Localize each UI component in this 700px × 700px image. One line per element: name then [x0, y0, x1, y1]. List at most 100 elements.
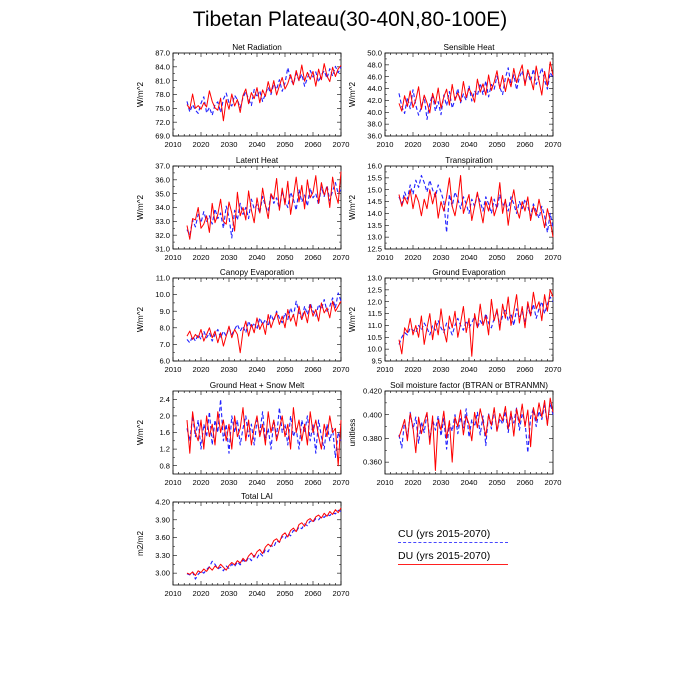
x-tick-label: 2030 — [433, 253, 450, 262]
x-tick-label: 2050 — [277, 140, 294, 149]
y-tick-label: 12.5 — [367, 245, 382, 254]
y-tick-label: 0.8 — [159, 461, 170, 470]
y-tick-label: 87.0 — [155, 49, 170, 58]
x-tick-label: 2030 — [433, 140, 450, 149]
x-tick-label: 2060 — [517, 478, 534, 487]
x-tick-label: 2020 — [193, 365, 210, 374]
x-tick-label: 2010 — [377, 365, 394, 374]
x-tick-label: 2060 — [517, 140, 534, 149]
y-tick-label: 8.0 — [159, 323, 170, 332]
chart-title: Ground Heat + Snow Melt — [210, 381, 305, 390]
x-tick-label: 2020 — [405, 365, 422, 374]
y-tick-label: 9.5 — [371, 357, 382, 366]
y-axis-label: W/m^2 — [136, 81, 145, 107]
chart-panel-1: Sensible Heat W/m^2 2010 2020 2030 2040 2050 20… — [348, 43, 561, 149]
x-tick-label: 2050 — [489, 253, 506, 262]
y-tick-label: 48.0 — [367, 60, 382, 69]
y-tick-label: 32.0 — [155, 231, 170, 240]
series-line-cu — [186, 398, 342, 458]
series-line-du — [398, 289, 554, 357]
x-tick-label: 2050 — [277, 589, 294, 598]
x-tick-label: 2040 — [249, 589, 266, 598]
y-tick-label: 42.0 — [367, 96, 382, 105]
x-tick-label: 2010 — [165, 478, 182, 487]
legend-swatch-cu — [398, 542, 508, 543]
y-tick-label: 12.5 — [367, 285, 382, 294]
x-tick-label: 2010 — [165, 589, 182, 598]
plot-frame — [172, 390, 342, 475]
x-tick-label: 2030 — [221, 253, 238, 262]
y-tick-label: 50.0 — [367, 49, 382, 58]
y-tick-label: 72.0 — [155, 118, 170, 127]
x-tick-label: 2020 — [405, 253, 422, 262]
legend-entry-cu: CU (yrs 2015-2070) — [398, 528, 518, 550]
x-tick-label: 2040 — [461, 365, 478, 374]
y-tick-label: 13.5 — [367, 221, 382, 230]
x-tick-label: 2050 — [277, 253, 294, 262]
chart-title: Canopy Evaporation — [220, 268, 295, 277]
x-tick-label: 2040 — [249, 478, 266, 487]
x-tick-label: 2030 — [221, 365, 238, 374]
y-tick-label: 31.0 — [155, 245, 170, 254]
y-tick-label: 46.0 — [367, 72, 382, 81]
x-tick-label: 2070 — [545, 253, 562, 262]
y-tick-label: 7.0 — [159, 340, 170, 349]
series-line-cu — [398, 402, 554, 454]
series-line-cu — [186, 65, 342, 116]
chart-panel-3: Transpiration W/m^2 2010 2020 2030 2040 2050 20… — [348, 156, 561, 262]
y-axis-label: W/m^2 — [136, 419, 145, 445]
chart-title: Total LAI — [241, 492, 273, 501]
series-line-du — [186, 407, 342, 467]
y-tick-label: 3.30 — [155, 551, 170, 560]
y-tick-label: 35.0 — [155, 189, 170, 198]
x-tick-label: 2030 — [433, 365, 450, 374]
x-tick-label: 2070 — [545, 365, 562, 374]
y-tick-label: 15.0 — [367, 185, 382, 194]
y-tick-label: 34.0 — [155, 203, 170, 212]
x-tick-label: 2050 — [277, 478, 294, 487]
x-tick-label: 2070 — [333, 140, 350, 149]
y-tick-label: 6.0 — [159, 357, 170, 366]
chart-panel-8: Total LAI m2/m2 2010 2020 2030 2040 2050 2060 20… — [136, 492, 349, 598]
plot-frame — [172, 52, 342, 137]
x-tick-label: 2010 — [165, 253, 182, 262]
page-title: Tibetan Plateau(30-40N,80-100E) — [192, 8, 508, 31]
y-axis-label: unitless — [348, 419, 357, 447]
y-tick-label: 3.60 — [155, 533, 170, 542]
y-axis-label: m2/m2 — [136, 531, 145, 556]
x-tick-label: 2060 — [305, 253, 322, 262]
y-tick-label: 0.380 — [363, 434, 382, 443]
y-tick-label: 69.0 — [155, 132, 170, 141]
y-tick-label: 75.0 — [155, 104, 170, 113]
x-tick-label: 2030 — [433, 478, 450, 487]
x-tick-label: 2010 — [165, 140, 182, 149]
chart-panel-4: Canopy Evaporation W/m^2 2010 2020 2030 2040 2… — [136, 268, 349, 374]
series-line-du — [398, 174, 554, 238]
y-tick-label: 37.0 — [155, 162, 170, 171]
y-tick-label: 81.0 — [155, 76, 170, 85]
x-tick-label: 2050 — [489, 365, 506, 374]
legend-label-cu: CU (yrs 2015-2070) — [398, 528, 491, 540]
x-tick-label: 2040 — [249, 253, 266, 262]
y-tick-label: 15.5 — [367, 173, 382, 182]
x-tick-label: 2020 — [193, 140, 210, 149]
x-tick-label: 2030 — [221, 140, 238, 149]
y-tick-label: 10.0 — [155, 290, 170, 299]
y-tick-label: 3.00 — [155, 569, 170, 578]
x-tick-label: 2050 — [277, 365, 294, 374]
legend-entry-du: DU (yrs 2015-2070) — [398, 550, 518, 572]
y-tick-label: 1.2 — [159, 445, 170, 454]
y-tick-label: 4.20 — [155, 498, 170, 507]
y-tick-label: 10.5 — [367, 333, 382, 342]
y-tick-label: 12.0 — [367, 297, 382, 306]
y-tick-label: 2.0 — [159, 412, 170, 421]
y-tick-label: 11.0 — [156, 274, 170, 283]
y-tick-label: 9.0 — [159, 307, 170, 316]
chart-panel-6: Ground Heat + Snow Melt W/m^2 2010 2020 2030… — [136, 381, 349, 487]
y-tick-label: 13.0 — [367, 274, 382, 283]
y-tick-label: 44.0 — [367, 84, 382, 93]
x-tick-label: 2040 — [461, 253, 478, 262]
series-line-cu — [186, 292, 342, 344]
x-tick-label: 2060 — [305, 140, 322, 149]
x-tick-label: 2050 — [489, 140, 506, 149]
